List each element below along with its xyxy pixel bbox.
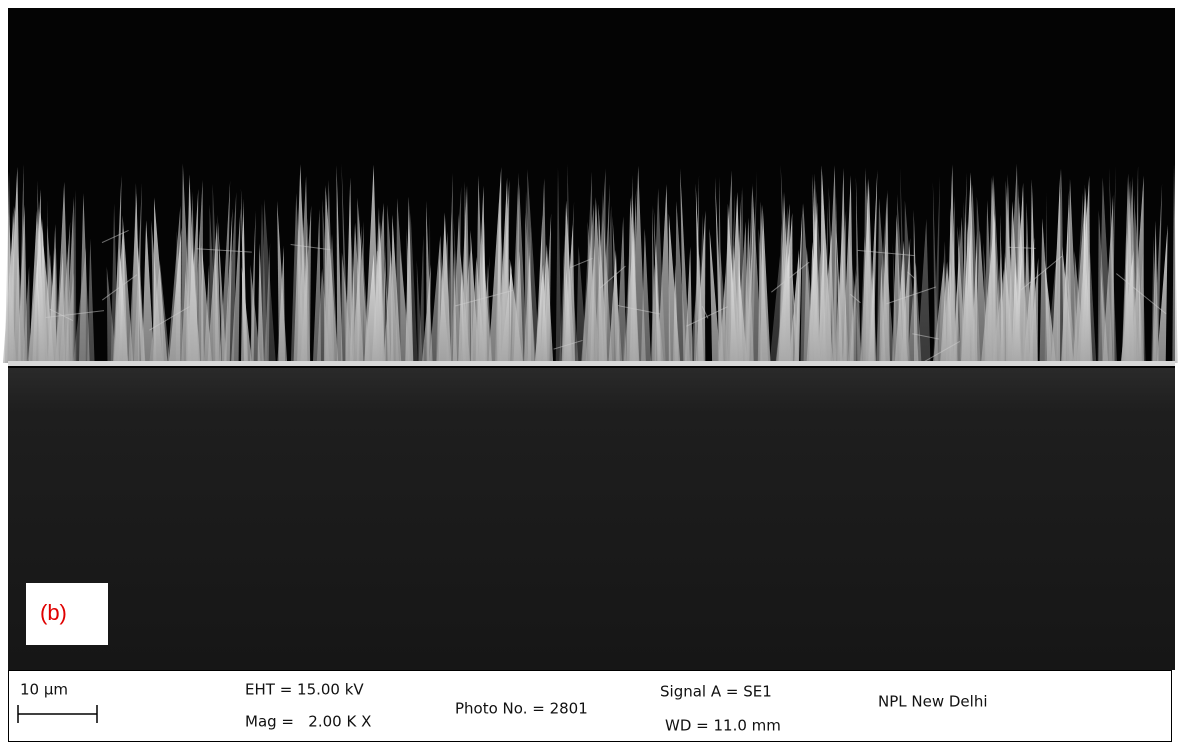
lab-name: NPL New Delhi: [878, 693, 988, 711]
signal: Signal A = SE1: [660, 683, 772, 701]
panel-label: (b): [40, 600, 67, 625]
scale-label: 10 µm: [20, 681, 68, 699]
mag: Mag = 2.00 K X: [245, 713, 371, 731]
label-box: [26, 583, 108, 645]
eht: EHT = 15.00 kV: [245, 681, 364, 699]
photo-no: Photo No. = 2801: [455, 700, 588, 718]
wd: WD = 11.0 mm: [665, 717, 781, 735]
substrate-edge: [8, 361, 1175, 366]
substrate: [8, 368, 1175, 670]
info-bar: [9, 671, 1172, 742]
